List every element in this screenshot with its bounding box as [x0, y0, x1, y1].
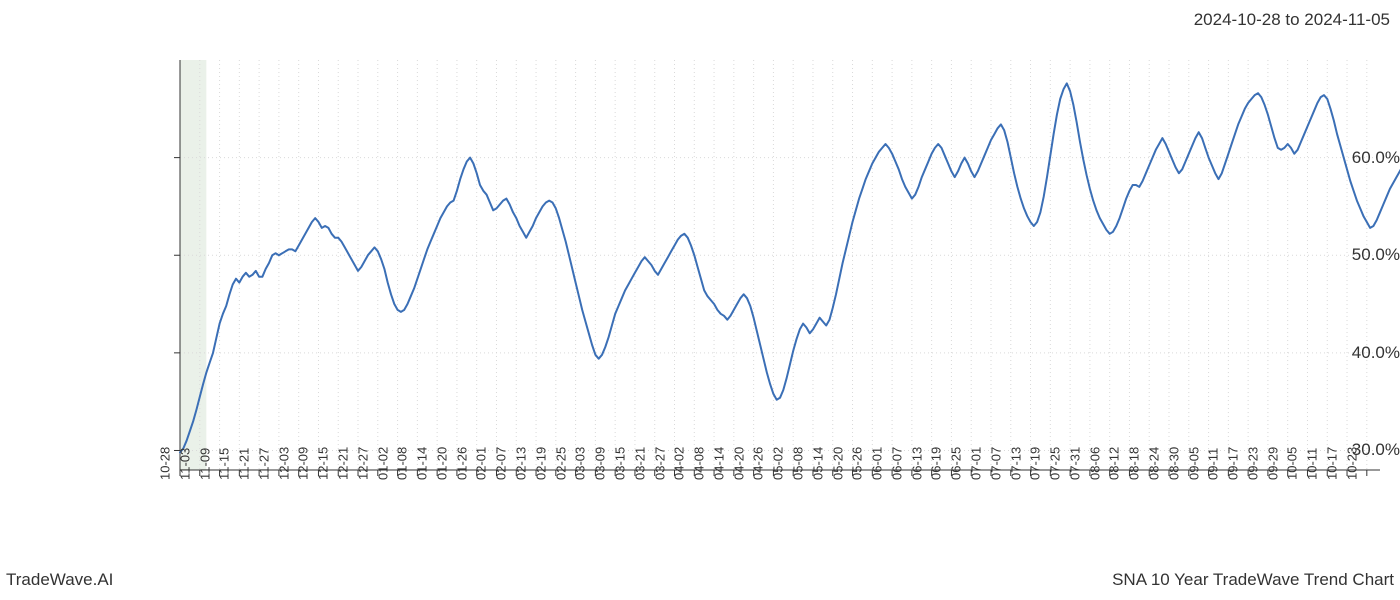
xtick-label: 12-03	[276, 447, 291, 480]
xtick-label: 05-14	[810, 447, 825, 480]
xtick-label: 03-15	[612, 447, 627, 480]
xtick-label: 01-20	[434, 447, 449, 480]
xtick-label: 01-08	[395, 447, 410, 480]
xtick-label: 05-20	[830, 447, 845, 480]
xtick-label: 06-13	[909, 447, 924, 480]
xtick-label: 01-26	[454, 447, 469, 480]
xtick-label: 12-15	[316, 447, 331, 480]
xtick-label: 07-25	[1048, 447, 1063, 480]
xtick-label: 02-13	[514, 447, 529, 480]
xtick-label: 09-05	[1186, 447, 1201, 480]
xtick-label: 07-31	[1067, 447, 1082, 480]
ytick-label: 40.0%	[1232, 343, 1400, 363]
xtick-label: 04-20	[731, 447, 746, 480]
xtick-label: 09-23	[1245, 447, 1260, 480]
xtick-label: 04-08	[692, 447, 707, 480]
xtick-label: 08-24	[1147, 447, 1162, 480]
xtick-label: 10-28	[158, 447, 173, 480]
xtick-label: 09-29	[1265, 447, 1280, 480]
xtick-label: 09-11	[1206, 448, 1221, 480]
xtick-label: 12-09	[296, 447, 311, 480]
xtick-label: 08-30	[1166, 447, 1181, 480]
xtick-label: 05-08	[790, 447, 805, 480]
xtick-label: 03-09	[593, 447, 608, 480]
xtick-label: 10-05	[1285, 447, 1300, 480]
xtick-label: 07-07	[988, 447, 1003, 480]
chart-container: 30.0%40.0%50.0%60.0% 10-2811-0311-0911-1…	[0, 50, 1400, 550]
xtick-label: 09-17	[1226, 447, 1241, 480]
xtick-label: 02-25	[553, 447, 568, 480]
xtick-label: 06-19	[929, 447, 944, 480]
ytick-label: 60.0%	[1232, 148, 1400, 168]
footer-title: SNA 10 Year TradeWave Trend Chart	[1112, 570, 1394, 590]
xtick-label: 11-21	[237, 448, 252, 480]
xtick-label: 02-19	[533, 447, 548, 480]
date-range-label: 2024-10-28 to 2024-11-05	[1194, 10, 1390, 30]
xtick-label: 10-11	[1305, 448, 1320, 480]
xtick-label: 02-07	[494, 447, 509, 480]
xtick-label: 04-02	[672, 447, 687, 480]
xtick-label: 07-01	[968, 447, 983, 480]
xtick-label: 11-03	[177, 448, 192, 480]
xtick-label: 06-07	[889, 447, 904, 480]
ytick-label: 50.0%	[1232, 245, 1400, 265]
xtick-label: 01-14	[415, 447, 430, 480]
xtick-label: 04-14	[711, 447, 726, 480]
xtick-label: 12-27	[355, 447, 370, 480]
xtick-label: 04-26	[751, 447, 766, 480]
xtick-label: 03-27	[652, 447, 667, 480]
xtick-label: 08-18	[1127, 447, 1142, 480]
xtick-label: 06-01	[870, 447, 885, 480]
footer-brand: TradeWave.AI	[6, 570, 113, 590]
xtick-label: 08-06	[1087, 447, 1102, 480]
xtick-label: 12-21	[336, 447, 351, 480]
xtick-label: 11-27	[256, 448, 271, 480]
xtick-label: 01-02	[375, 447, 390, 480]
xtick-label: 07-19	[1028, 447, 1043, 480]
xtick-label: 11-15	[217, 448, 232, 480]
xtick-label: 06-25	[949, 447, 964, 480]
xtick-label: 02-01	[474, 447, 489, 480]
xtick-label: 08-12	[1107, 447, 1122, 480]
xtick-label: 10-17	[1325, 447, 1340, 480]
xtick-label: 05-26	[850, 447, 865, 480]
xtick-label: 11-09	[197, 448, 212, 480]
xtick-label: 03-21	[632, 447, 647, 480]
xtick-label: 07-13	[1008, 447, 1023, 480]
xtick-label: 10-23	[1344, 447, 1359, 480]
xtick-label: 03-03	[573, 447, 588, 480]
xtick-label: 05-02	[771, 447, 786, 480]
